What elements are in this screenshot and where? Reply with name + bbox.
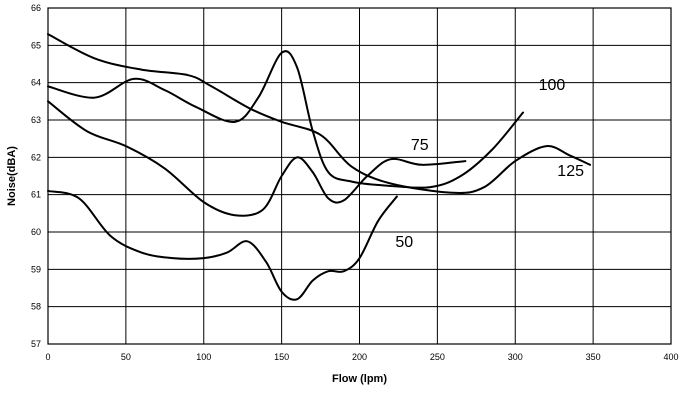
series-label-125: 125 [557, 163, 584, 180]
y-tick-label: 64 [31, 78, 41, 88]
series-layer [47, 33, 592, 301]
x-tick-label: 150 [274, 352, 289, 362]
series-label-75: 75 [411, 137, 429, 154]
series-line-50 [47, 189, 398, 301]
y-tick-label: 58 [31, 302, 41, 312]
x-tick-label: 200 [352, 352, 367, 362]
y-axis-label: Noise(dBA) [6, 146, 18, 206]
tick-layer: 0 50 100 150 200 250 300 350 400 57 58 59 60 61 62 63 64… [31, 3, 679, 362]
y-tick-label: 63 [31, 115, 41, 125]
x-tick-label: 400 [663, 352, 678, 362]
axis-layer [47, 7, 672, 345]
x-tick-label: 350 [586, 352, 601, 362]
series-line-100 [47, 50, 525, 189]
x-tick-label: 50 [121, 352, 131, 362]
x-tick-label: 250 [430, 352, 445, 362]
x-axis-label: Flow (lpm) [332, 373, 387, 385]
series-label-100: 100 [539, 77, 566, 94]
x-tick-label: 100 [196, 352, 211, 362]
grid [47, 7, 672, 345]
x-tick-label: 0 [45, 352, 50, 362]
series-line-125 [47, 33, 592, 194]
x-tick-label: 300 [508, 352, 523, 362]
y-tick-label: 57 [31, 339, 41, 349]
series-label-50: 50 [395, 234, 413, 251]
series-line-75 [47, 100, 467, 217]
y-tick-label: 62 [31, 152, 41, 162]
y-tick-label: 61 [31, 190, 41, 200]
y-tick-label: 65 [31, 40, 41, 50]
y-tick-label: 59 [31, 264, 41, 274]
y-tick-label: 66 [31, 3, 41, 13]
y-tick-label: 60 [31, 227, 41, 237]
plot-area-border [47, 7, 672, 345]
series-label-layer: 50 75 100 125 [395, 77, 584, 251]
